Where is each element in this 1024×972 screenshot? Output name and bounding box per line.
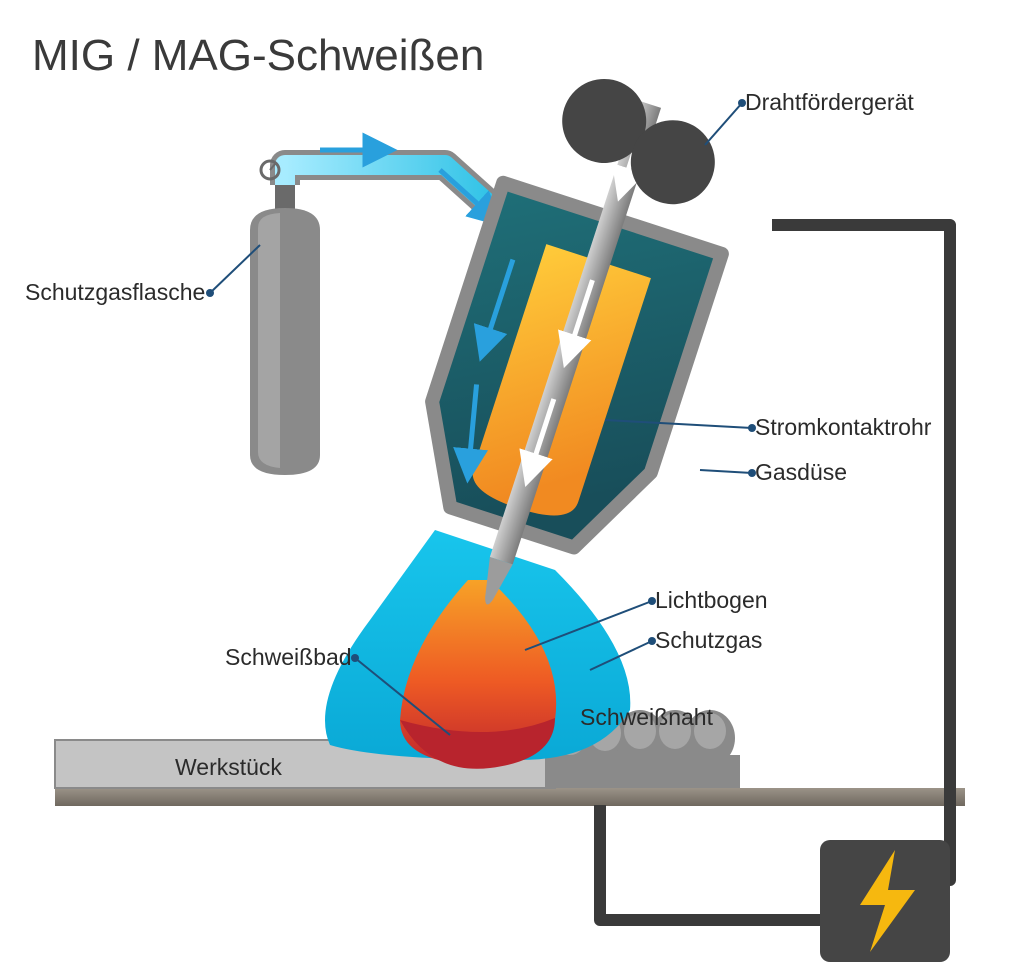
label-shield-gas: Schutzgas <box>655 627 762 653</box>
welding-diagram: MIG / MAG-Schweißen <box>0 0 1024 972</box>
label-arc: Lichtbogen <box>655 587 768 613</box>
label-weld-pool: Schweißbad <box>225 644 352 670</box>
diagram-title: MIG / MAG-Schweißen <box>32 31 484 80</box>
label-gas-bottle: Schutzgasflasche <box>25 279 205 305</box>
power-supply <box>820 840 950 962</box>
label-workpiece: Werkstück <box>175 754 282 780</box>
label-wire-feeder: Drahtfördergerät <box>745 89 914 115</box>
label-gas-nozzle: Gasdüse <box>755 459 847 485</box>
gas-bottle <box>250 161 320 475</box>
label-contact-tube: Stromkontaktrohr <box>755 414 932 440</box>
power-cable-ground <box>600 805 845 920</box>
power-cable-torch <box>772 225 950 880</box>
ground-strip <box>55 788 965 806</box>
label-weld-seam: Schweißnaht <box>580 704 714 730</box>
